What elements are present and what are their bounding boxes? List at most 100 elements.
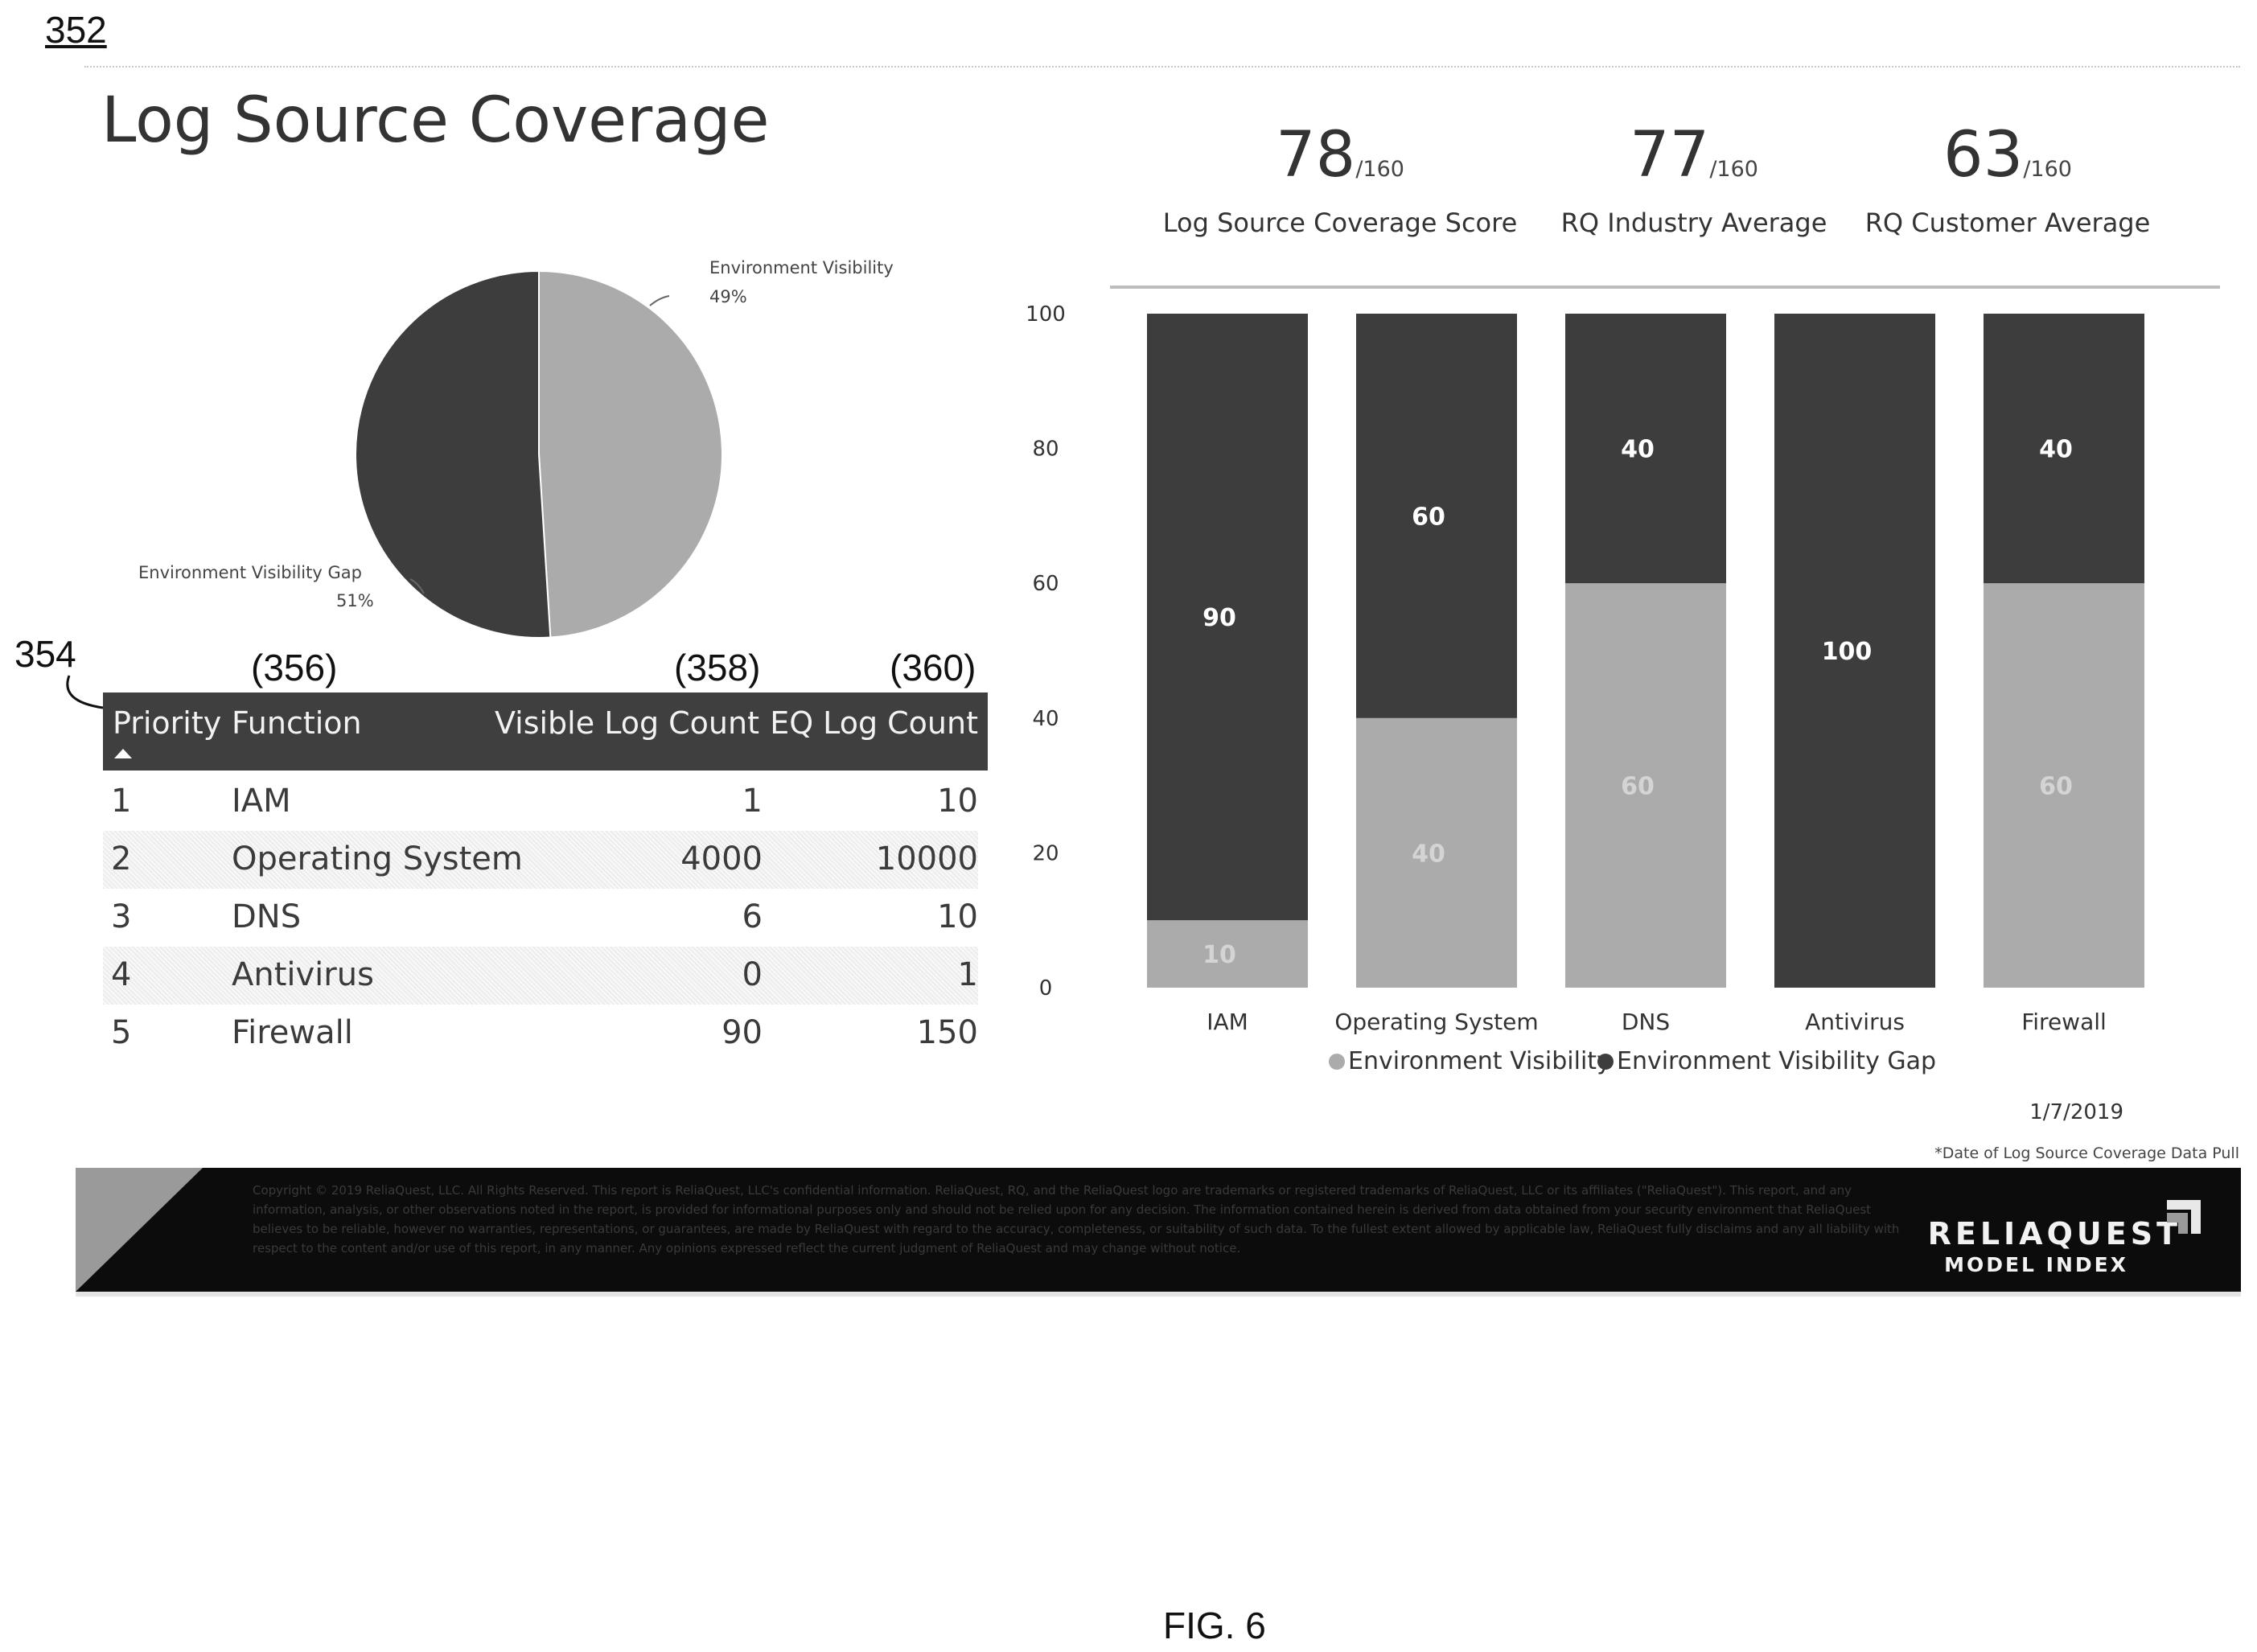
- cell-priority: 5: [111, 1014, 132, 1051]
- column-reference-eq-log-count: (360): [890, 647, 976, 688]
- cell-priority: 1: [111, 783, 132, 820]
- x-tick-label: IAM: [1207, 1009, 1248, 1035]
- kpi-value: 77: [1630, 119, 1710, 191]
- cell-eq-log-count: 10: [937, 783, 978, 820]
- legend-swatch-environment-visibility-gap: [1597, 1054, 1614, 1070]
- bar-segment-environment-visibility[interactable]: [1565, 583, 1726, 988]
- table-reference: 354: [14, 633, 76, 675]
- table-row[interactable]: 2 Operating System 4000 10000: [103, 831, 978, 889]
- header-priority[interactable]: Priority: [113, 705, 222, 741]
- table-row[interactable]: 1 IAM 1 10: [103, 773, 978, 831]
- cell-eq-log-count: 150: [916, 1014, 978, 1051]
- header-eq-log-count[interactable]: EQ Log Count: [770, 705, 978, 741]
- cell-function: IAM: [232, 783, 291, 820]
- bar-segment-environment-visibility[interactable]: [1356, 717, 1517, 988]
- pie-leader-lines: [409, 295, 670, 594]
- cell-function: Antivirus: [232, 956, 374, 993]
- bar-data-label: 100: [1822, 638, 1873, 666]
- table-row[interactable]: 5 Firewall 90 150: [103, 1005, 978, 1062]
- bar-segment-environment-visibility-gap[interactable]: [1774, 314, 1935, 988]
- cell-visible-log-count: 0: [742, 956, 763, 993]
- bar-segment-environment-visibility-gap[interactable]: [1147, 314, 1308, 921]
- cell-eq-log-count: 10: [937, 898, 978, 935]
- x-tick-label: Firewall: [2021, 1009, 2107, 1035]
- y-tick-label: 60: [1032, 572, 1059, 596]
- legend-label: Environment Visibility: [1348, 1047, 1611, 1075]
- bar-segment-environment-visibility-gap[interactable]: [1356, 314, 1517, 718]
- bar-data-label: 90: [1202, 604, 1236, 632]
- pie-slice-environment-visibility[interactable]: [538, 269, 723, 639]
- table-header: Priority Function Visible Log Count EQ L…: [103, 692, 988, 771]
- kpi-label-rq-customer-average: RQ Customer Average: [1864, 208, 2151, 238]
- legend-item-environment-visibility[interactable]: Environment Visibility: [1329, 1047, 1611, 1075]
- cell-visible-log-count: 6: [742, 898, 763, 935]
- x-tick-label: DNS: [1622, 1009, 1670, 1035]
- data-pull-date-note: *Date of Log Source Coverage Data Pull: [1934, 1144, 2239, 1162]
- pie-label-environment-visibility: Environment Visibility: [709, 258, 894, 277]
- y-tick-label: 80: [1032, 438, 1059, 462]
- y-tick-label: 0: [1039, 976, 1053, 1001]
- cell-function: Operating System: [232, 840, 523, 877]
- bar-segment-environment-visibility-gap[interactable]: [1984, 314, 2144, 584]
- x-tick-label: Antivirus: [1805, 1009, 1905, 1035]
- kpi-value: 78: [1276, 119, 1356, 191]
- kpi-label-rq-industry-average: RQ Industry Average: [1560, 208, 1827, 238]
- table-reference-leader: [66, 675, 104, 709]
- bar-data-label: 40: [1621, 436, 1655, 464]
- legend-swatch-environment-visibility: [1329, 1054, 1345, 1070]
- brand-name: RELIAQUEST: [1927, 1216, 2181, 1251]
- y-tick-label: 100: [1026, 302, 1066, 327]
- y-tick-label: 40: [1032, 707, 1059, 731]
- column-reference-function: (356): [251, 647, 338, 688]
- kpi-rq-industry-average: 77/160: [1525, 119, 1863, 191]
- kpi-log-source-coverage-score: 78/160: [1171, 119, 1509, 191]
- kpi-denominator: /160: [1355, 157, 1404, 182]
- legend-label: Environment Visibility Gap: [1617, 1047, 1937, 1075]
- pie-pct-environment-visibility-gap: 51%: [336, 591, 374, 610]
- footer-accent-triangle: [76, 1168, 203, 1292]
- table-row[interactable]: 3 DNS 6 10: [103, 889, 978, 947]
- legend-item-environment-visibility-gap[interactable]: Environment Visibility Gap: [1597, 1047, 1936, 1075]
- top-divider: [84, 66, 2240, 68]
- bar-data-label: 60: [1412, 503, 1445, 531]
- footer-legal-text: Copyright © 2019 ReliaQuest, LLC. All Ri…: [253, 1183, 1900, 1255]
- pie-slice-environment-visibility-gap[interactable]: [355, 269, 552, 639]
- page-title: Log Source Coverage: [101, 84, 770, 157]
- cell-visible-log-count: 1: [742, 783, 763, 820]
- bar-segment-environment-visibility[interactable]: [1147, 920, 1308, 988]
- x-tick-label: Operating System: [1334, 1009, 1538, 1035]
- bar-data-label: 40: [1412, 840, 1445, 868]
- bar-segment-environment-visibility-gap[interactable]: [1565, 314, 1726, 584]
- footer-shadow: [76, 1292, 2241, 1297]
- cell-visible-log-count: 90: [722, 1014, 763, 1051]
- kpi-rq-customer-average: 63/160: [1839, 119, 2177, 191]
- sort-ascending-icon[interactable]: [114, 749, 132, 758]
- kpi-divider: [1110, 286, 2220, 289]
- pie-pct-environment-visibility: 49%: [709, 287, 747, 306]
- cell-priority: 4: [111, 956, 132, 993]
- bar-segment-environment-visibility[interactable]: [1984, 583, 2144, 988]
- coverage-pie-chart: [355, 269, 723, 639]
- figure-reference: 352: [45, 9, 107, 51]
- bar-data-label: 10: [1202, 941, 1236, 969]
- kpi-label-log-source-coverage-score: Log Source Coverage Score: [1162, 208, 1518, 238]
- pie-label-environment-visibility-gap: Environment Visibility Gap: [138, 563, 362, 582]
- header-function[interactable]: Function: [232, 705, 362, 741]
- cell-function: Firewall: [232, 1014, 353, 1051]
- kpi-denominator: /160: [1709, 157, 1758, 182]
- bar-data-label: 40: [2039, 436, 2073, 464]
- cell-priority: 3: [111, 898, 132, 935]
- brand-subtitle: MODEL INDEX: [1944, 1253, 2128, 1276]
- cell-visible-log-count: 4000: [680, 840, 763, 877]
- header-visible-log-count[interactable]: Visible Log Count: [494, 705, 759, 741]
- kpi-denominator: /160: [2023, 157, 2072, 182]
- bar-data-label: 60: [1621, 773, 1655, 801]
- column-reference-visible-log-count: (358): [674, 647, 761, 688]
- cell-function: DNS: [232, 898, 302, 935]
- log-coverage-bar-chart: 0 20 40 60 80 100 10 90 IAM 40 60 Operating System 6…: [1026, 302, 2144, 1035]
- kpi-value: 63: [1943, 119, 2024, 191]
- footer-banner: Copyright © 2019 ReliaQuest, LLC. All Ri…: [76, 1168, 2241, 1292]
- table-row[interactable]: 4 Antivirus 0 1: [103, 947, 978, 1005]
- data-pull-date: 1/7/2019: [2029, 1100, 2123, 1124]
- cell-priority: 2: [111, 840, 132, 877]
